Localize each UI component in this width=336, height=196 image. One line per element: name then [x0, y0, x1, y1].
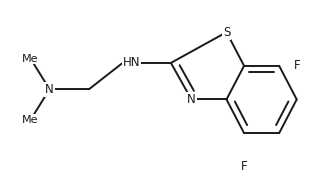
- Text: N: N: [45, 83, 54, 96]
- Text: F: F: [241, 160, 247, 173]
- Text: HN: HN: [123, 56, 140, 69]
- Text: Me: Me: [22, 54, 39, 64]
- Text: F: F: [293, 59, 300, 72]
- Text: S: S: [223, 26, 230, 39]
- Text: Me: Me: [22, 115, 39, 125]
- Text: N: N: [187, 93, 196, 106]
